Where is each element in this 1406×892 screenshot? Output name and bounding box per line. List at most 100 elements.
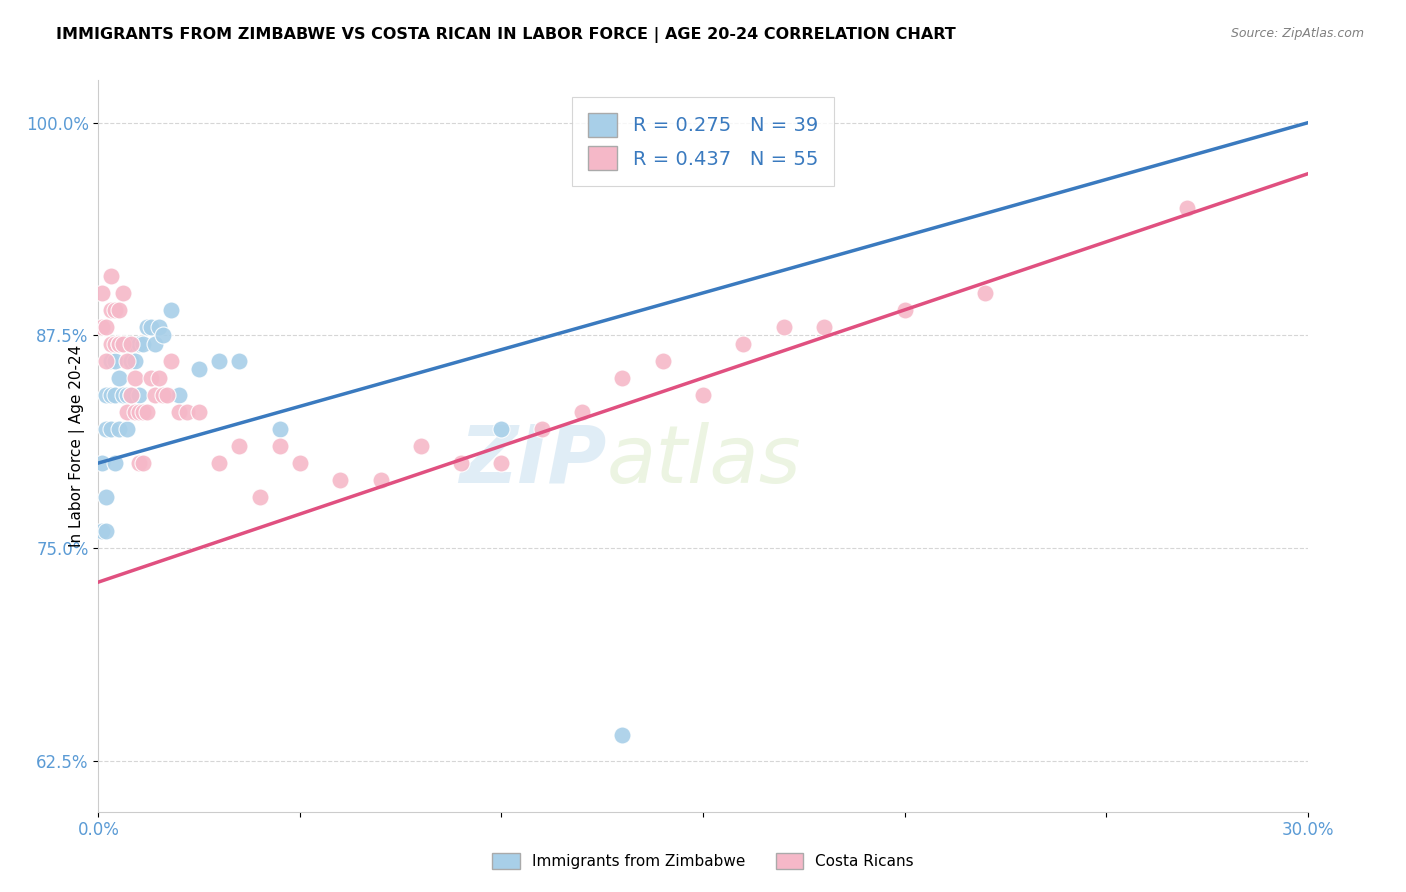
Point: [612, 371, 634, 385]
Point: [103, 456, 125, 470]
Point: [651, 354, 673, 368]
Point: [107, 337, 129, 351]
Point: [128, 405, 150, 419]
Point: [208, 456, 231, 470]
Point: [124, 405, 146, 419]
Point: [132, 337, 155, 351]
Point: [228, 439, 250, 453]
Point: [450, 456, 472, 470]
Point: [100, 302, 122, 317]
Point: [188, 405, 211, 419]
Point: [135, 320, 157, 334]
Point: [103, 302, 125, 317]
Point: [208, 354, 231, 368]
Point: [733, 337, 755, 351]
Text: IMMIGRANTS FROM ZIMBABWE VS COSTA RICAN IN LABOR FORCE | AGE 20-24 CORRELATION C: IMMIGRANTS FROM ZIMBABWE VS COSTA RICAN …: [56, 27, 956, 43]
Point: [111, 337, 134, 351]
Point: [124, 354, 146, 368]
Point: [974, 285, 997, 300]
Point: [107, 337, 129, 351]
Point: [115, 388, 138, 402]
Point: [128, 388, 150, 402]
Point: [91, 524, 114, 538]
Point: [143, 337, 166, 351]
Point: [148, 371, 170, 385]
Point: [269, 439, 291, 453]
Point: [152, 328, 174, 343]
Point: [176, 405, 198, 419]
Point: [152, 388, 174, 402]
Point: [160, 302, 183, 317]
Point: [96, 490, 118, 504]
Point: [96, 354, 118, 368]
Point: [128, 337, 150, 351]
Point: [100, 388, 122, 402]
Point: [100, 337, 122, 351]
Point: [115, 354, 138, 368]
Point: [148, 320, 170, 334]
Y-axis label: In Labor Force | Age 20-24: In Labor Force | Age 20-24: [69, 345, 84, 547]
Point: [167, 405, 190, 419]
Point: [409, 439, 432, 453]
Point: [120, 354, 142, 368]
Point: [107, 422, 129, 436]
Point: [115, 405, 138, 419]
Point: [120, 388, 142, 402]
Point: [111, 337, 134, 351]
Point: [128, 456, 150, 470]
Point: [249, 490, 271, 504]
Point: [120, 388, 142, 402]
Point: [491, 456, 513, 470]
Legend: Immigrants from Zimbabwe, Costa Ricans: Immigrants from Zimbabwe, Costa Ricans: [486, 847, 920, 875]
Point: [111, 388, 134, 402]
Point: [228, 354, 250, 368]
Point: [772, 320, 794, 334]
Point: [111, 285, 134, 300]
Point: [103, 354, 125, 368]
Point: [530, 422, 553, 436]
Point: [160, 354, 183, 368]
Point: [329, 473, 352, 487]
Point: [692, 388, 714, 402]
Legend: R = 0.275   N = 39, R = 0.437   N = 55: R = 0.275 N = 39, R = 0.437 N = 55: [572, 97, 834, 186]
Point: [370, 473, 392, 487]
Point: [491, 422, 513, 436]
Point: [107, 337, 129, 351]
Point: [91, 456, 114, 470]
Point: [139, 371, 162, 385]
Point: [100, 268, 122, 283]
Point: [103, 337, 125, 351]
Point: [96, 388, 118, 402]
Point: [91, 285, 114, 300]
Point: [139, 320, 162, 334]
Point: [1175, 201, 1198, 215]
Point: [91, 320, 114, 334]
Point: [103, 388, 125, 402]
Point: [143, 388, 166, 402]
Point: [96, 320, 118, 334]
Point: [156, 388, 179, 402]
Point: [167, 388, 190, 402]
Point: [571, 405, 593, 419]
Point: [893, 302, 915, 317]
Point: [188, 362, 211, 376]
Point: [100, 422, 122, 436]
Point: [115, 337, 138, 351]
Point: [135, 405, 157, 419]
Text: ZIP: ZIP: [458, 422, 606, 500]
Point: [120, 337, 142, 351]
Point: [100, 354, 122, 368]
Point: [107, 302, 129, 317]
Point: [813, 320, 835, 334]
Point: [612, 728, 634, 742]
Point: [96, 422, 118, 436]
Point: [124, 371, 146, 385]
Text: Source: ZipAtlas.com: Source: ZipAtlas.com: [1230, 27, 1364, 40]
Point: [115, 422, 138, 436]
Text: atlas: atlas: [606, 422, 801, 500]
Point: [107, 371, 129, 385]
Point: [269, 422, 291, 436]
Point: [132, 456, 155, 470]
Point: [288, 456, 311, 470]
Point: [132, 405, 155, 419]
